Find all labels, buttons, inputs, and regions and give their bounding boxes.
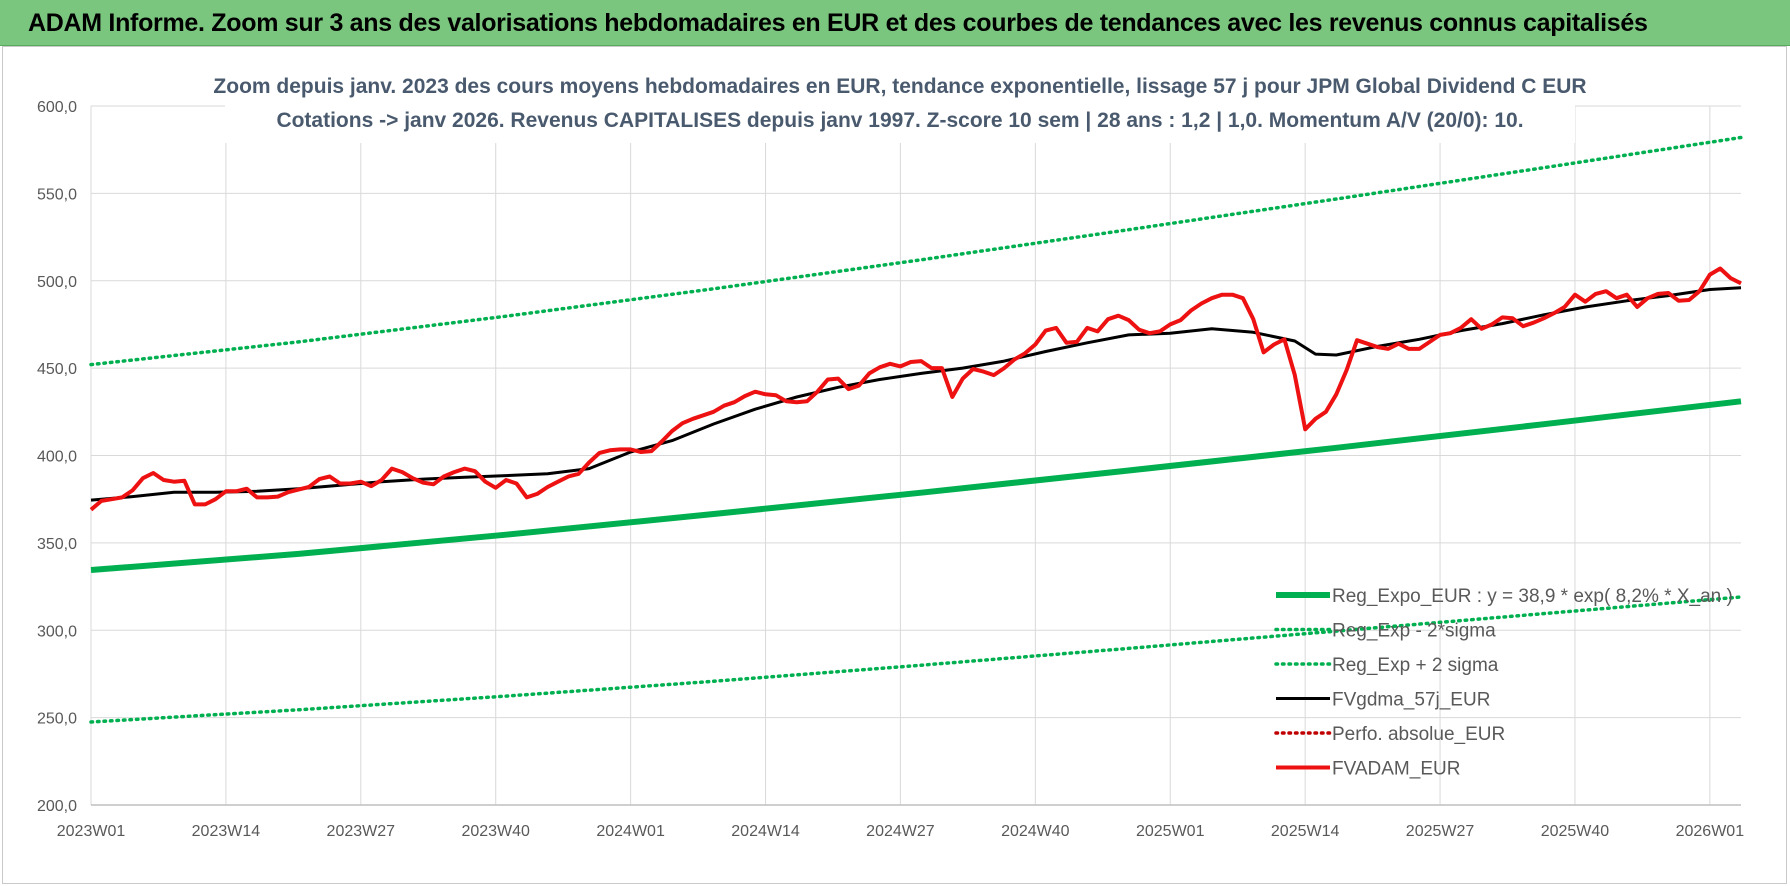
x-tick-label: 2025W27 <box>1406 823 1475 840</box>
x-tick-label: 2024W01 <box>596 823 665 840</box>
x-tick-label: 2025W14 <box>1271 823 1340 840</box>
legend-label: Reg_Expo_EUR : y = 38,9 * exp( 8,2% * X_… <box>1332 586 1733 607</box>
series-line-reg-exp <box>89 135 1743 367</box>
series-line-fvadam-eur <box>89 266 1742 512</box>
legend: Reg_Expo_EUR : y = 38,9 * exp( 8,2% * X_… <box>1274 586 1733 780</box>
y-tick-label: 300,0 <box>37 623 77 640</box>
y-tick-label: 600,0 <box>37 99 77 116</box>
chart-title-background <box>225 68 1575 143</box>
legend-label: Reg_Exp - 2*sigma <box>1332 621 1496 642</box>
grid <box>90 105 1741 806</box>
x-tick-label: 2023W01 <box>57 823 126 840</box>
legend-label: Reg_Exp + 2 sigma <box>1332 655 1499 676</box>
y-tick-label: 500,0 <box>37 274 77 291</box>
y-tick-label: 450,0 <box>37 361 77 378</box>
x-tick-label: 2025W01 <box>1136 823 1205 840</box>
series-line-reg-exp <box>89 595 1743 724</box>
legend-label: FVADAM_EUR <box>1332 759 1460 780</box>
plot-series <box>89 135 1743 724</box>
series-line-reg-expo-eur <box>90 398 1742 573</box>
report-header: ADAM Informe. Zoom sur 3 ans des valoris… <box>0 0 1790 46</box>
x-tick-label: 2023W40 <box>461 823 530 840</box>
y-tick-label: 200,0 <box>37 798 77 815</box>
y-tick-label: 350,0 <box>37 536 77 553</box>
series-line-fvgdma-57j-eur <box>90 286 1742 502</box>
y-tick-label: 400,0 <box>37 449 77 466</box>
chart-title: Zoom depuis janv. 2023 des cours moyens … <box>213 68 1587 143</box>
axes: 200,0 250,0 300,0 350,0 400,0 450,0 500,0 550,0… <box>37 99 1744 840</box>
y-tick-label: 550,0 <box>37 186 77 203</box>
legend-label: FVgdma_57j_EUR <box>1332 690 1490 711</box>
report-header-title: ADAM Informe. Zoom sur 3 ans des valoris… <box>28 9 1648 37</box>
x-tick-label: 2023W14 <box>192 823 261 840</box>
legend-label: Perfo. absolue_EUR <box>1332 724 1505 745</box>
chart-frame <box>2 46 1787 884</box>
x-tick-label: 2024W14 <box>731 823 800 840</box>
x-tick-label: 2024W27 <box>866 823 935 840</box>
x-tick-label: 2023W27 <box>327 823 396 840</box>
chart-title-line-2: Cotations -> janv 2026. Revenus CAPITALI… <box>276 109 1523 132</box>
y-tick-label: 250,0 <box>37 711 77 728</box>
chart-title-line-1: Zoom depuis janv. 2023 des cours moyens … <box>213 75 1586 98</box>
x-tick-label: 2025W40 <box>1541 823 1610 840</box>
x-tick-label: 2026W01 <box>1676 823 1745 840</box>
x-tick-label: 2024W40 <box>1001 823 1070 840</box>
